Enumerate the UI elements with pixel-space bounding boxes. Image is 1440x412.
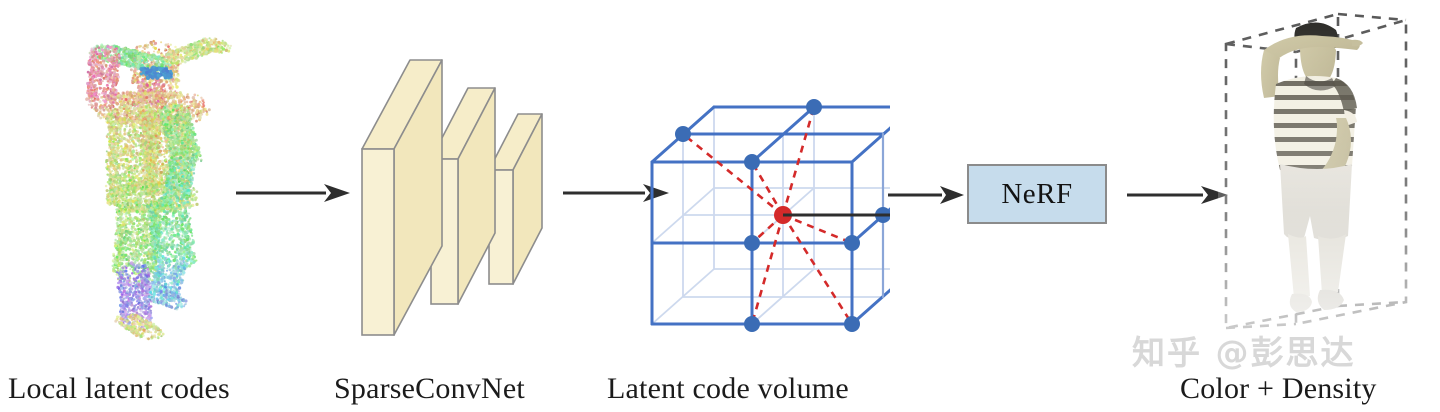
caption-sparseconvnet: SparseConvNet — [334, 372, 525, 406]
rendered-human-output — [1218, 6, 1423, 338]
arrow-1 — [234, 180, 352, 206]
caption-latent-code-volume: Latent code volume — [607, 372, 849, 406]
voxel-cube-svg — [640, 52, 890, 332]
conv-slab-1 — [362, 60, 442, 335]
rendered-person — [1261, 22, 1363, 312]
caption-local-latent-codes: Local latent codes — [8, 372, 230, 406]
point-cloud-figure — [55, 12, 255, 342]
figure-canvas: NeRF — [0, 0, 1440, 412]
nerf-label: NeRF — [1001, 178, 1072, 211]
conv-slab-3 — [489, 114, 542, 284]
nerf-module-box[interactable]: NeRF — [967, 164, 1107, 224]
arrow-4 — [1125, 182, 1230, 208]
latent-code-volume-cube — [640, 52, 890, 332]
sparseconvnet-slabs — [352, 58, 552, 343]
point-cloud-svg — [55, 12, 255, 342]
rendered-human-svg — [1218, 6, 1423, 338]
caption-color-density: Color + Density — [1180, 372, 1377, 406]
arrow-3 — [888, 182, 966, 208]
